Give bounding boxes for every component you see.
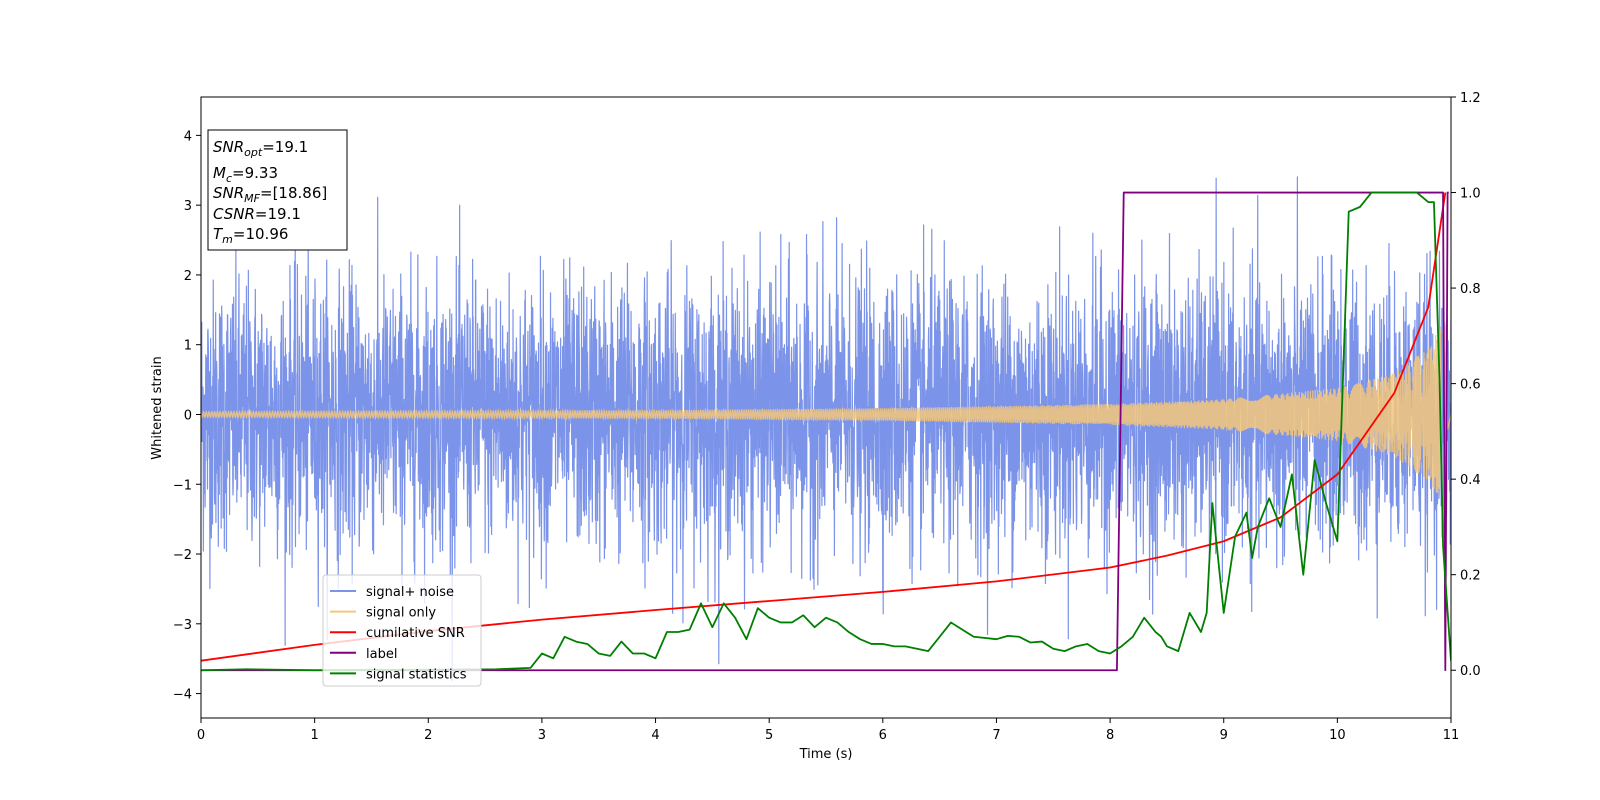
annotation-snr-opt: SNRopt=19.1 xyxy=(213,138,308,159)
series-signal-only xyxy=(201,322,1451,510)
y-axis-label: Whitened strain xyxy=(150,356,165,459)
y-left-tick-label: 1 xyxy=(184,339,192,354)
y-axis-left: −4 −3 −2 −1 0 1 2 3 4 xyxy=(173,129,201,703)
label-line xyxy=(201,191,1449,672)
x-tick-label: 7 xyxy=(992,728,1000,743)
series-lines xyxy=(201,191,1451,672)
legend-cumilative-snr-label: cumilative SNR xyxy=(366,626,465,641)
x-tick-label: 9 xyxy=(1220,728,1228,743)
x-tick-label: 4 xyxy=(651,728,659,743)
x-tick-label: 10 xyxy=(1329,728,1346,743)
legend-label-label: label xyxy=(366,647,397,662)
y-right-tick-label: 0.8 xyxy=(1460,282,1481,297)
plot-frame xyxy=(200,96,1452,719)
x-tick-label: 8 xyxy=(1106,728,1114,743)
legend-signal-statistics-label: signal statistics xyxy=(366,667,467,682)
y-right-tick-label: 0.6 xyxy=(1460,378,1481,393)
annotation-box: SNRopt=19.1 Mc=9.33 SNRMF=[18.86] CSNR=1… xyxy=(207,129,348,251)
y-right-tick-label: 0.4 xyxy=(1460,473,1481,488)
y-left-tick-label: −2 xyxy=(173,548,192,563)
x-tick-label: 2 xyxy=(424,728,432,743)
y-left-tick-label: −3 xyxy=(173,618,192,633)
y-left-tick-label: 3 xyxy=(184,199,192,214)
y-left-tick-label: 2 xyxy=(184,269,192,284)
signal-only-trace xyxy=(201,322,1451,510)
y-right-tick-label: 0.0 xyxy=(1460,664,1481,679)
legend-frame xyxy=(322,574,482,687)
x-tick-label: 6 xyxy=(879,728,887,743)
x-tick-label: 0 xyxy=(197,728,205,743)
y-left-tick-label: 4 xyxy=(184,129,192,144)
x-axis-label: Time (s) xyxy=(799,747,853,762)
annotation-csnr: CSNR=19.1 xyxy=(213,205,301,223)
y-right-tick-label: 1.2 xyxy=(1460,91,1481,106)
y-axis-right: 0.0 0.2 0.4 0.6 0.8 1.0 1.2 xyxy=(1451,91,1481,679)
x-tick-label: 11 xyxy=(1443,728,1460,743)
plot-area xyxy=(200,96,1452,719)
x-tick-label: 5 xyxy=(765,728,773,743)
y-right-tick-label: 0.2 xyxy=(1460,569,1481,584)
legend-signal-noise-label: signal+ noise xyxy=(366,585,454,600)
legend: signal+ noise signal only cumilative SNR la… xyxy=(322,574,482,687)
annotation-frame xyxy=(207,129,348,251)
annotation-snr-mf: SNRMF=[18.86] xyxy=(213,184,327,205)
x-tick-label: 1 xyxy=(310,728,318,743)
annotation-tm: Tm=10.96 xyxy=(213,225,288,246)
legend-signal-only-label: signal only xyxy=(366,606,436,621)
x-axis: 0 1 2 3 4 5 6 7 8 9 10 11 xyxy=(197,718,1459,743)
y-left-tick-label: 0 xyxy=(184,408,192,423)
signal-statistics-line xyxy=(201,191,1451,672)
y-right-tick-label: 1.0 xyxy=(1460,187,1481,202)
annotation-mc: Mc=9.33 xyxy=(213,164,278,185)
y-left-tick-label: −1 xyxy=(173,478,192,493)
y-left-tick-label: −4 xyxy=(173,688,192,703)
cumulative-snr-line xyxy=(201,192,1447,662)
x-tick-label: 3 xyxy=(538,728,546,743)
